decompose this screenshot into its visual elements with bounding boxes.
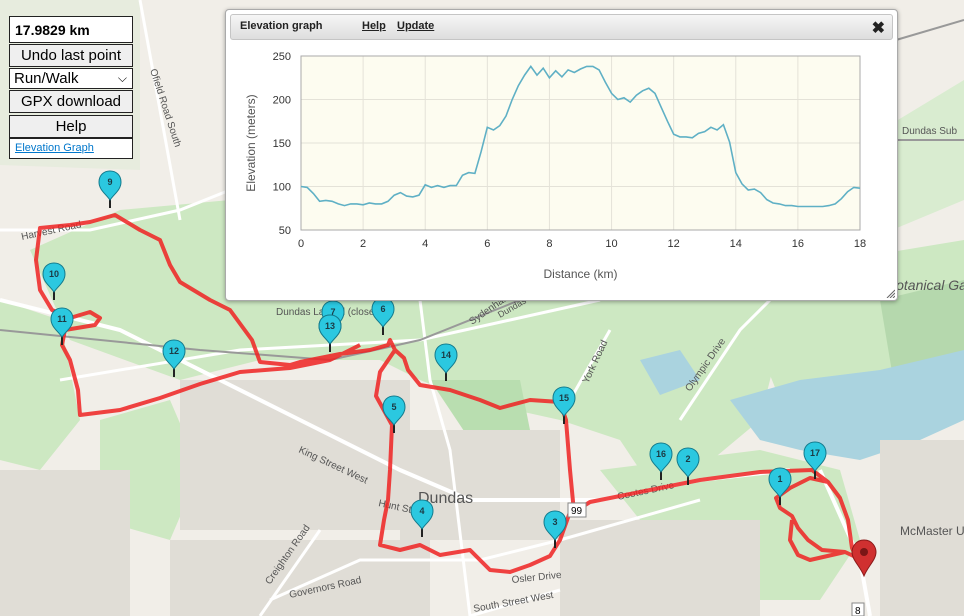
waypoint-marker[interactable]: 15: [552, 386, 576, 424]
elevation-chart: 0 2 4 6 8 10 12 14 16 18 50 100 150 200 250 Distance (k…: [244, 51, 866, 281]
map-label-osler-drive: Osler Drive: [511, 570, 562, 586]
elevation-window-title: Elevation graph: [240, 20, 323, 32]
waypoint-marker[interactable]: 10: [42, 262, 66, 300]
waypoint-marker-label: 12: [169, 346, 179, 356]
x-axis-label: Distance (km): [543, 267, 617, 281]
svg-text:8: 8: [855, 606, 861, 616]
waypoint-marker[interactable]: 1: [768, 467, 792, 505]
elevation-help-link[interactable]: Help: [362, 20, 386, 32]
waypoint-marker-label: 16: [656, 449, 666, 459]
x-tick-label: 0: [298, 238, 304, 250]
y-axis-label: Elevation (meters): [244, 94, 258, 191]
waypoint-marker-label: 4: [419, 506, 424, 516]
waypoint-marker[interactable]: 11: [50, 307, 74, 345]
waypoint-marker-label: 15: [559, 393, 569, 403]
y-tick-label: 50: [279, 225, 291, 237]
neighborhood-blocks: [0, 380, 964, 616]
waypoint-marker[interactable]: 9: [98, 170, 122, 208]
x-tick-label: 6: [484, 238, 490, 250]
y-tick-label: 150: [273, 138, 291, 150]
waypoint-marker[interactable]: 3: [543, 510, 567, 548]
gpx-download-button[interactable]: GPX download: [9, 90, 133, 113]
x-tick-label: 14: [730, 238, 742, 250]
route-line: [34, 213, 863, 574]
waypoint-marker[interactable]: 12: [162, 339, 186, 377]
y-tick-label: 100: [273, 182, 291, 194]
waypoint-marker[interactable]: 13: [318, 314, 342, 352]
close-icon[interactable]: ✖: [871, 20, 885, 37]
elevation-graph-link[interactable]: Elevation Graph: [15, 142, 94, 154]
map-label-dundas: Dundas: [418, 490, 473, 507]
waypoint-marker-label: 2: [685, 454, 690, 464]
waypoint-marker-label: 11: [57, 314, 67, 324]
x-tick-label: 12: [668, 238, 680, 250]
waypoint-marker-label: 3: [552, 517, 557, 527]
waypoint-marker-label: 5: [391, 402, 396, 412]
undo-last-point-button[interactable]: Undo last point: [9, 44, 133, 67]
distance-readout: 17.9829 km: [9, 16, 133, 43]
y-tick-label: 200: [273, 95, 291, 107]
svg-text:99: 99: [571, 506, 583, 517]
elevation-window-titlebar[interactable]: Elevation graph Help Update ✖: [230, 14, 893, 40]
waypoint-marker[interactable]: 2: [676, 447, 700, 485]
x-tick-label: 16: [792, 238, 804, 250]
elevation-graph-window[interactable]: 0 2 4 6 8 10 12 14 16 18 50 100 150 200 250 Distance (k…: [225, 9, 898, 301]
x-tick-label: 8: [546, 238, 552, 250]
y-tick-label: 250: [273, 51, 291, 63]
waypoint-marker-label: 7: [330, 307, 335, 317]
start-pin-icon[interactable]: [851, 539, 877, 578]
waypoint-marker[interactable]: 16: [649, 442, 673, 480]
elevation-graph-link-box: Elevation Graph: [9, 138, 133, 159]
water: [640, 350, 964, 460]
mode-select[interactable]: Run/Walk ⌵: [9, 68, 133, 89]
x-tick-label: 10: [605, 238, 617, 250]
waypoint-marker[interactable]: 4: [410, 499, 434, 537]
waypoint-marker[interactable]: 17: [803, 441, 827, 479]
map-label-dundas-sub: Dundas Sub: [902, 126, 957, 137]
elevation-update-link[interactable]: Update: [397, 20, 435, 32]
waypoint-marker-label: 14: [441, 350, 451, 360]
elevation-series-line: [300, 65, 861, 208]
waypoint-marker-label: 17: [810, 448, 820, 458]
chevron-down-icon: ⌵: [117, 71, 127, 85]
help-button[interactable]: Help: [9, 115, 133, 138]
waypoint-marker[interactable]: 5: [382, 395, 406, 433]
waypoint-marker-label: 13: [325, 321, 335, 331]
x-tick-label: 2: [360, 238, 366, 250]
route-shield-99: 99: [567, 502, 587, 518]
mode-select-value: Run/Walk: [14, 70, 79, 87]
x-tick-label: 4: [422, 238, 428, 250]
waypoint-marker[interactable]: 14: [434, 343, 458, 381]
waypoint-marker-label: 9: [107, 177, 112, 187]
waypoint-marker-label: 10: [49, 269, 59, 279]
x-tick-label: 18: [854, 238, 866, 250]
map-label-mcmaster: McMaster University: [900, 524, 964, 538]
route-shield-8: 8: [851, 602, 865, 616]
waypoint-markers: 1234567891011121314151617: [42, 170, 827, 548]
waypoint-marker-label: 1: [777, 474, 782, 484]
resize-handle-icon[interactable]: [885, 288, 895, 298]
waypoint-marker-label: 6: [380, 304, 385, 314]
